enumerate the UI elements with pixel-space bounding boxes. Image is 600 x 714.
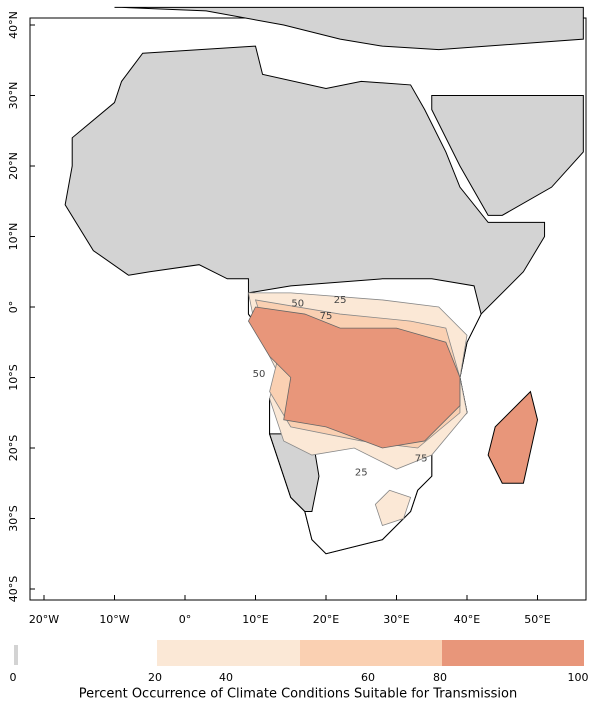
colorbar: [14, 640, 584, 666]
contour-label: 25: [334, 295, 347, 306]
madagascar: [487, 390, 539, 484]
colorbar-swatch: [157, 640, 300, 666]
colorbar-swatch: [442, 640, 584, 666]
lat-tick-label: 20°N: [7, 152, 20, 180]
contour-label: 75: [415, 454, 428, 465]
colorbar-label: 0: [10, 671, 17, 684]
zone-25-50: [374, 489, 412, 527]
colorbar-label: 60: [361, 671, 375, 684]
lon-tick-label: 10°W: [99, 613, 129, 626]
lat-tick-label: 30°S: [7, 505, 20, 531]
lat-tick-label: 40°N: [7, 11, 20, 39]
lat-tick-label: 10°S: [7, 364, 20, 390]
lon-tick-label: 0°: [179, 613, 192, 626]
lat-tick-label: 0°: [7, 301, 20, 314]
lon-tick-label: 20°E: [313, 613, 339, 626]
contour-label: 50: [253, 369, 266, 380]
lat-tick-label: 40°S: [7, 576, 20, 602]
europe: [114, 6, 584, 51]
zone-75-100: [247, 306, 461, 449]
lon-tick-label: 50°E: [524, 613, 550, 626]
contour-label: 75: [320, 311, 333, 322]
lon-tick-label: 30°E: [383, 613, 409, 626]
contour-label: 25: [355, 468, 368, 479]
lat-tick-label: 30°N: [7, 82, 20, 110]
colorbar-swatch: [300, 640, 442, 666]
colorbar-label: 40: [219, 671, 233, 684]
geography: [64, 6, 584, 555]
lon-tick-label: 40°E: [454, 613, 480, 626]
contour-label: 50: [291, 298, 304, 309]
colorbar-label: 100: [568, 671, 589, 684]
lat-tick-label: 20°S: [7, 435, 20, 461]
lat-tick-label: 10°N: [7, 223, 20, 251]
colorbar-caption: Percent Occurrence of Climate Conditions…: [79, 687, 517, 702]
colorbar-label: 80: [433, 671, 447, 684]
lon-tick-label: 20°W: [29, 613, 59, 626]
colorbar-label: 20: [148, 671, 162, 684]
lon-tick-label: 10°E: [242, 613, 268, 626]
arabia: [431, 95, 584, 216]
colorbar-swatch: [14, 645, 18, 665]
